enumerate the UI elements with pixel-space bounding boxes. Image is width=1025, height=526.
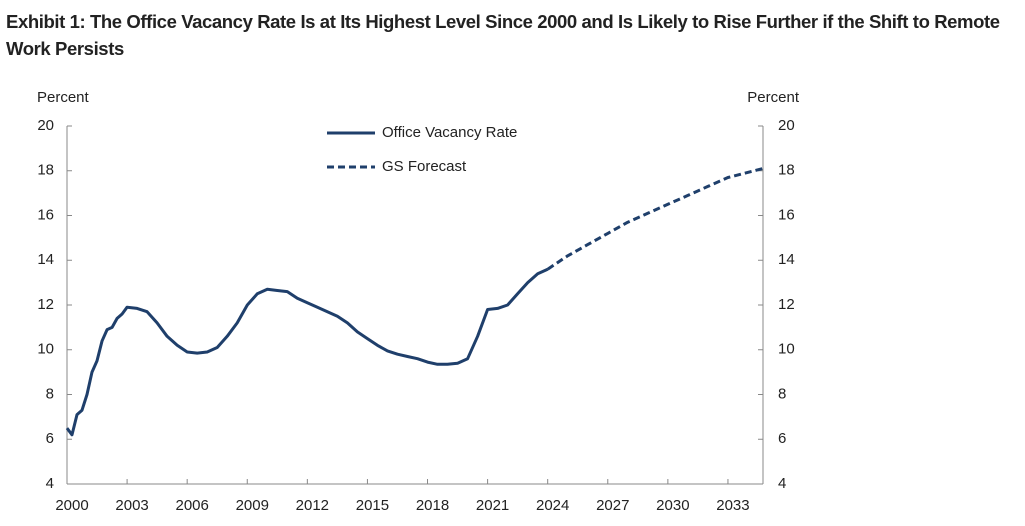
y2-tick-label: 6 (778, 430, 786, 447)
y-tick-label: 4 (46, 475, 54, 492)
y2-tick-label: 18 (778, 162, 795, 179)
y-axis-label: Percent (37, 89, 90, 106)
x-tick-label: 2006 (175, 497, 208, 514)
x-tick-label: 2033 (716, 497, 749, 514)
y2-tick-label: 10 (778, 341, 795, 358)
y2-tick-label: 8 (778, 385, 786, 402)
legend-label: Office Vacancy Rate (382, 124, 517, 141)
x-tick-label: 2000 (55, 497, 88, 514)
x-tick-label: 2003 (115, 497, 148, 514)
x-tick-label: 2015 (356, 497, 389, 514)
series-line (65, 267, 549, 437)
x-tick-label: 2009 (236, 497, 269, 514)
y-tick-label: 16 (37, 206, 54, 223)
y-tick-label: 18 (37, 162, 54, 179)
y2-tick-label: 14 (778, 251, 795, 268)
legend-label: GS Forecast (382, 158, 467, 175)
x-tick-label: 2024 (536, 497, 569, 514)
x-tick-label: 2012 (296, 497, 329, 514)
y-tick-label: 14 (37, 251, 54, 268)
chart-title: Exhibit 1: The Office Vacancy Rate Is at… (6, 11, 1000, 59)
y2-tick-label: 20 (778, 117, 795, 134)
y-tick-label: 8 (46, 385, 54, 402)
x-tick-label: 2018 (416, 497, 449, 514)
y2-tick-label: 12 (778, 296, 795, 313)
series-line (546, 167, 764, 271)
y2-axis-label: Percent (747, 89, 800, 106)
y2-tick-label: 16 (778, 206, 795, 223)
y-tick-label: 20 (37, 117, 54, 134)
y-tick-label: 10 (37, 341, 54, 358)
x-tick-label: 2021 (476, 497, 509, 514)
x-tick-label: 2027 (596, 497, 629, 514)
y2-tick-label: 4 (778, 475, 786, 492)
x-tick-label: 2030 (656, 497, 689, 514)
y-tick-label: 6 (46, 430, 54, 447)
y-tick-label: 12 (37, 296, 54, 313)
